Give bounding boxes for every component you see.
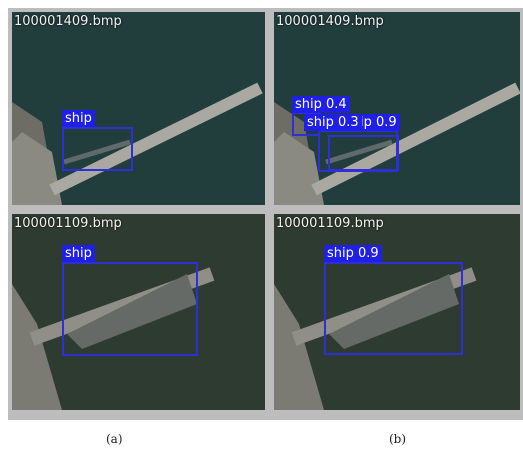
page: 100001409.bmp ship 100001409.bmp ship 0.… xyxy=(0,0,523,459)
detection-box xyxy=(324,262,463,355)
detection-label: ship 0.4 xyxy=(292,96,350,113)
image-panel: 100001109.bmp ship xyxy=(12,214,265,410)
filename: 100001109.bmp xyxy=(276,216,384,231)
detection-box xyxy=(318,130,398,172)
image-panel: 100001409.bmp ship xyxy=(12,12,265,205)
filename: 100001409.bmp xyxy=(14,14,122,29)
detection-box xyxy=(62,127,133,171)
filename: 100001409.bmp xyxy=(276,14,384,29)
filename: 100001109.bmp xyxy=(14,216,122,231)
detection-label: ship 0.3 xyxy=(304,114,362,131)
detection-box xyxy=(62,262,198,356)
satellite-image xyxy=(12,12,265,205)
caption: (b) xyxy=(389,432,406,446)
image-panel: 100001409.bmp ship 0.4 ship 0.9 ship 0.3 xyxy=(274,12,520,205)
caption: (a) xyxy=(106,432,123,446)
detection-label: ship 0.9 xyxy=(324,245,382,262)
image-panel: 100001109.bmp ship 0.9 xyxy=(274,214,520,410)
detection-label: ship xyxy=(62,110,95,127)
detection-label: ship xyxy=(62,245,95,262)
